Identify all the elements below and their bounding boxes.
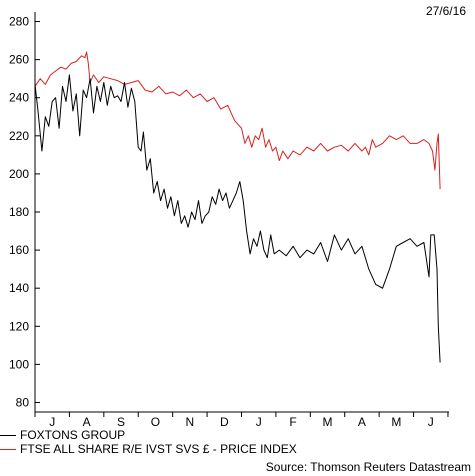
y-tick-label-120: 120 bbox=[9, 319, 29, 333]
x-tick-label-3: O bbox=[151, 415, 160, 429]
x-tick-label-6: J bbox=[256, 415, 262, 429]
y-tick-label-180: 180 bbox=[9, 205, 29, 219]
y-tick-label-160: 160 bbox=[9, 243, 29, 257]
x-tick-label-10: M bbox=[391, 415, 401, 429]
series-line-ftse bbox=[34, 51, 441, 190]
legend-entry-foxtons: FOXTONS GROUP bbox=[0, 428, 297, 442]
series-line-foxtons bbox=[34, 74, 441, 363]
legend-label-foxtons: FOXTONS GROUP bbox=[20, 428, 126, 442]
x-tick-label-0: J bbox=[49, 415, 55, 429]
chart-axes: 80 100 120 140 160 180 200 220 240 260 280 J A S O N D J F… bbox=[9, 12, 449, 429]
y-tick-label-240: 240 bbox=[9, 91, 29, 105]
y-tick-label-220: 220 bbox=[9, 129, 29, 143]
legend-swatch-foxtons bbox=[0, 434, 16, 436]
chart-series bbox=[34, 51, 441, 363]
y-tick-label-200: 200 bbox=[9, 167, 29, 181]
y-tick-label-80: 80 bbox=[16, 395, 30, 409]
legend-entry-ftse: FTSE ALL SHARE R/E IVST SVS £ - PRICE IN… bbox=[0, 442, 297, 456]
x-tick-label-4: N bbox=[186, 415, 195, 429]
legend-label-ftse: FTSE ALL SHARE R/E IVST SVS £ - PRICE IN… bbox=[20, 442, 297, 456]
x-tick-label-1: A bbox=[83, 415, 91, 429]
x-tick-label-8: M bbox=[323, 415, 333, 429]
legend-swatch-ftse bbox=[0, 448, 16, 450]
y-tick-label-280: 280 bbox=[9, 15, 29, 29]
x-tick-label-7: F bbox=[289, 415, 296, 429]
x-tick-label-11: J bbox=[428, 415, 434, 429]
y-tick-label-140: 140 bbox=[9, 281, 29, 295]
x-tick-label-2: S bbox=[117, 415, 125, 429]
chart-source-label: Source: Thomson Reuters Datastream bbox=[265, 460, 471, 474]
x-tick-label-9: A bbox=[358, 415, 366, 429]
y-tick-label-100: 100 bbox=[9, 357, 29, 371]
x-tick-label-5: D bbox=[220, 415, 229, 429]
y-tick-label-260: 260 bbox=[9, 53, 29, 67]
chart-legend: FOXTONS GROUP FTSE ALL SHARE R/E IVST SV… bbox=[0, 428, 297, 456]
chart-date-label: 27/6/16 bbox=[425, 4, 466, 18]
